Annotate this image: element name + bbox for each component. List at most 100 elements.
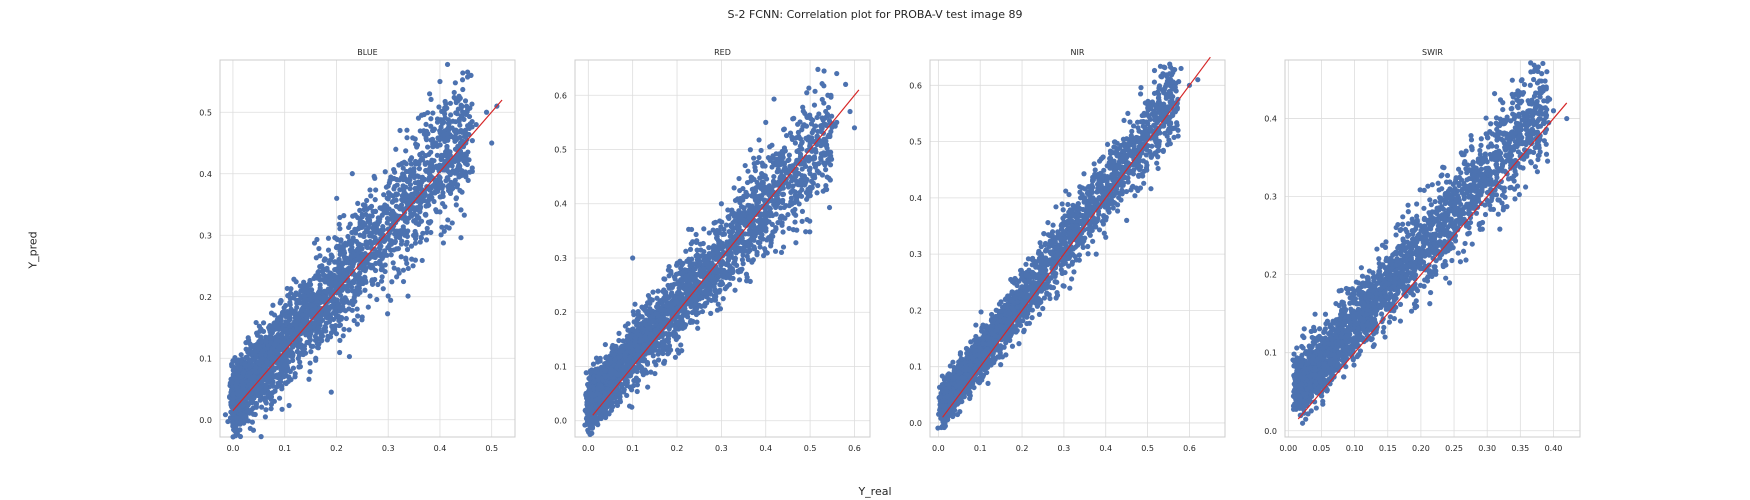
scatter-point — [737, 187, 743, 194]
scatter-point — [790, 227, 796, 233]
scatter-point — [631, 382, 637, 389]
scatter-point — [449, 220, 455, 226]
scatter-point — [357, 281, 363, 288]
scatter-point — [811, 102, 818, 108]
scatter-point — [754, 159, 761, 165]
scatter-point — [388, 174, 394, 180]
scatter-point — [359, 314, 365, 320]
scatter-point — [327, 334, 334, 340]
scatter-point — [306, 297, 313, 303]
scatter-point — [384, 215, 391, 222]
scatter-point — [406, 176, 412, 182]
scatter-point — [354, 272, 360, 278]
scatter-point — [384, 220, 390, 226]
scatter-point — [749, 175, 755, 181]
scatter-point — [373, 187, 379, 193]
scatter-point — [483, 109, 490, 115]
scatter-point — [461, 156, 467, 162]
scatter-point — [737, 199, 743, 206]
scatter-point — [390, 260, 396, 266]
scatter-point — [461, 212, 467, 218]
scatter-point — [445, 217, 451, 223]
scatter-point — [297, 364, 303, 370]
scatter-point — [292, 319, 299, 325]
scatter-point — [717, 268, 724, 274]
scatter-point — [364, 244, 371, 251]
fit-line — [232, 99, 503, 411]
scatter-point — [312, 333, 318, 339]
scatter-point — [773, 211, 779, 217]
scatter-point — [464, 161, 470, 168]
scatter-point — [458, 105, 464, 111]
scatter-point — [357, 207, 363, 213]
y-tick-label: 0.2 — [199, 293, 212, 302]
scatter-point — [807, 165, 813, 171]
scatter-point — [721, 226, 727, 233]
scatter-point — [389, 279, 395, 285]
scatter-point — [718, 279, 725, 285]
scatter-point — [337, 226, 343, 232]
scatter-point — [467, 121, 473, 127]
scatter-point — [453, 136, 460, 143]
scatter-point — [359, 214, 365, 220]
scatter-point — [792, 170, 798, 177]
scatter-point — [598, 415, 604, 422]
scatter-point — [412, 158, 419, 165]
scatter-point — [404, 246, 411, 253]
scatter-point — [803, 189, 809, 196]
scatter-point — [792, 219, 798, 225]
scatter-point — [821, 68, 827, 74]
scatter-point — [341, 213, 347, 219]
scatter-point — [609, 402, 615, 408]
scatter-point — [674, 260, 680, 266]
scatter-point — [394, 274, 400, 280]
scatter-point — [376, 260, 382, 267]
scatter-point — [340, 333, 346, 339]
point-cloud — [222, 61, 475, 440]
scatter-point — [385, 311, 391, 317]
scatter-point — [267, 323, 273, 329]
scatter-point — [457, 122, 463, 128]
scatter-point — [295, 344, 301, 350]
scatter-point — [290, 295, 297, 301]
scatter-point — [786, 152, 792, 158]
scatter-point — [329, 254, 335, 260]
scatter-point — [436, 104, 442, 110]
scatter-point — [260, 348, 266, 354]
scatter-point — [349, 171, 355, 177]
scatter-point — [809, 130, 815, 136]
scatter-point — [818, 155, 824, 161]
scatter-point — [668, 268, 674, 274]
scatter-point — [726, 273, 732, 279]
scatter-point — [412, 136, 418, 142]
scatter-point — [448, 112, 454, 118]
scatter-point — [398, 254, 404, 260]
scatter-point — [287, 349, 293, 355]
scatter-point — [731, 185, 737, 191]
scatter-point — [438, 124, 444, 130]
scatter-point — [350, 301, 356, 308]
scatter-point — [823, 167, 829, 173]
scatter-point — [613, 343, 619, 350]
scatter-point — [812, 88, 818, 94]
scatter-point — [693, 239, 699, 246]
scatter-point — [349, 229, 355, 236]
scatter-point — [283, 327, 289, 333]
scatter-point — [416, 166, 422, 172]
scatter-point — [344, 284, 350, 290]
scatter-point — [288, 290, 294, 296]
scatter-point — [751, 246, 758, 252]
scatter-point — [268, 393, 274, 399]
scatter-point — [357, 289, 363, 295]
scatter-point — [771, 180, 777, 186]
scatter-point — [397, 127, 403, 134]
scatter-point — [349, 307, 355, 313]
scatter-point — [626, 403, 633, 409]
scatter-point — [354, 257, 360, 263]
scatter-point — [241, 412, 247, 418]
scatter-point — [233, 423, 239, 430]
scatter-point — [770, 153, 776, 159]
scatter-point — [342, 308, 349, 314]
scatter-point — [419, 175, 425, 182]
